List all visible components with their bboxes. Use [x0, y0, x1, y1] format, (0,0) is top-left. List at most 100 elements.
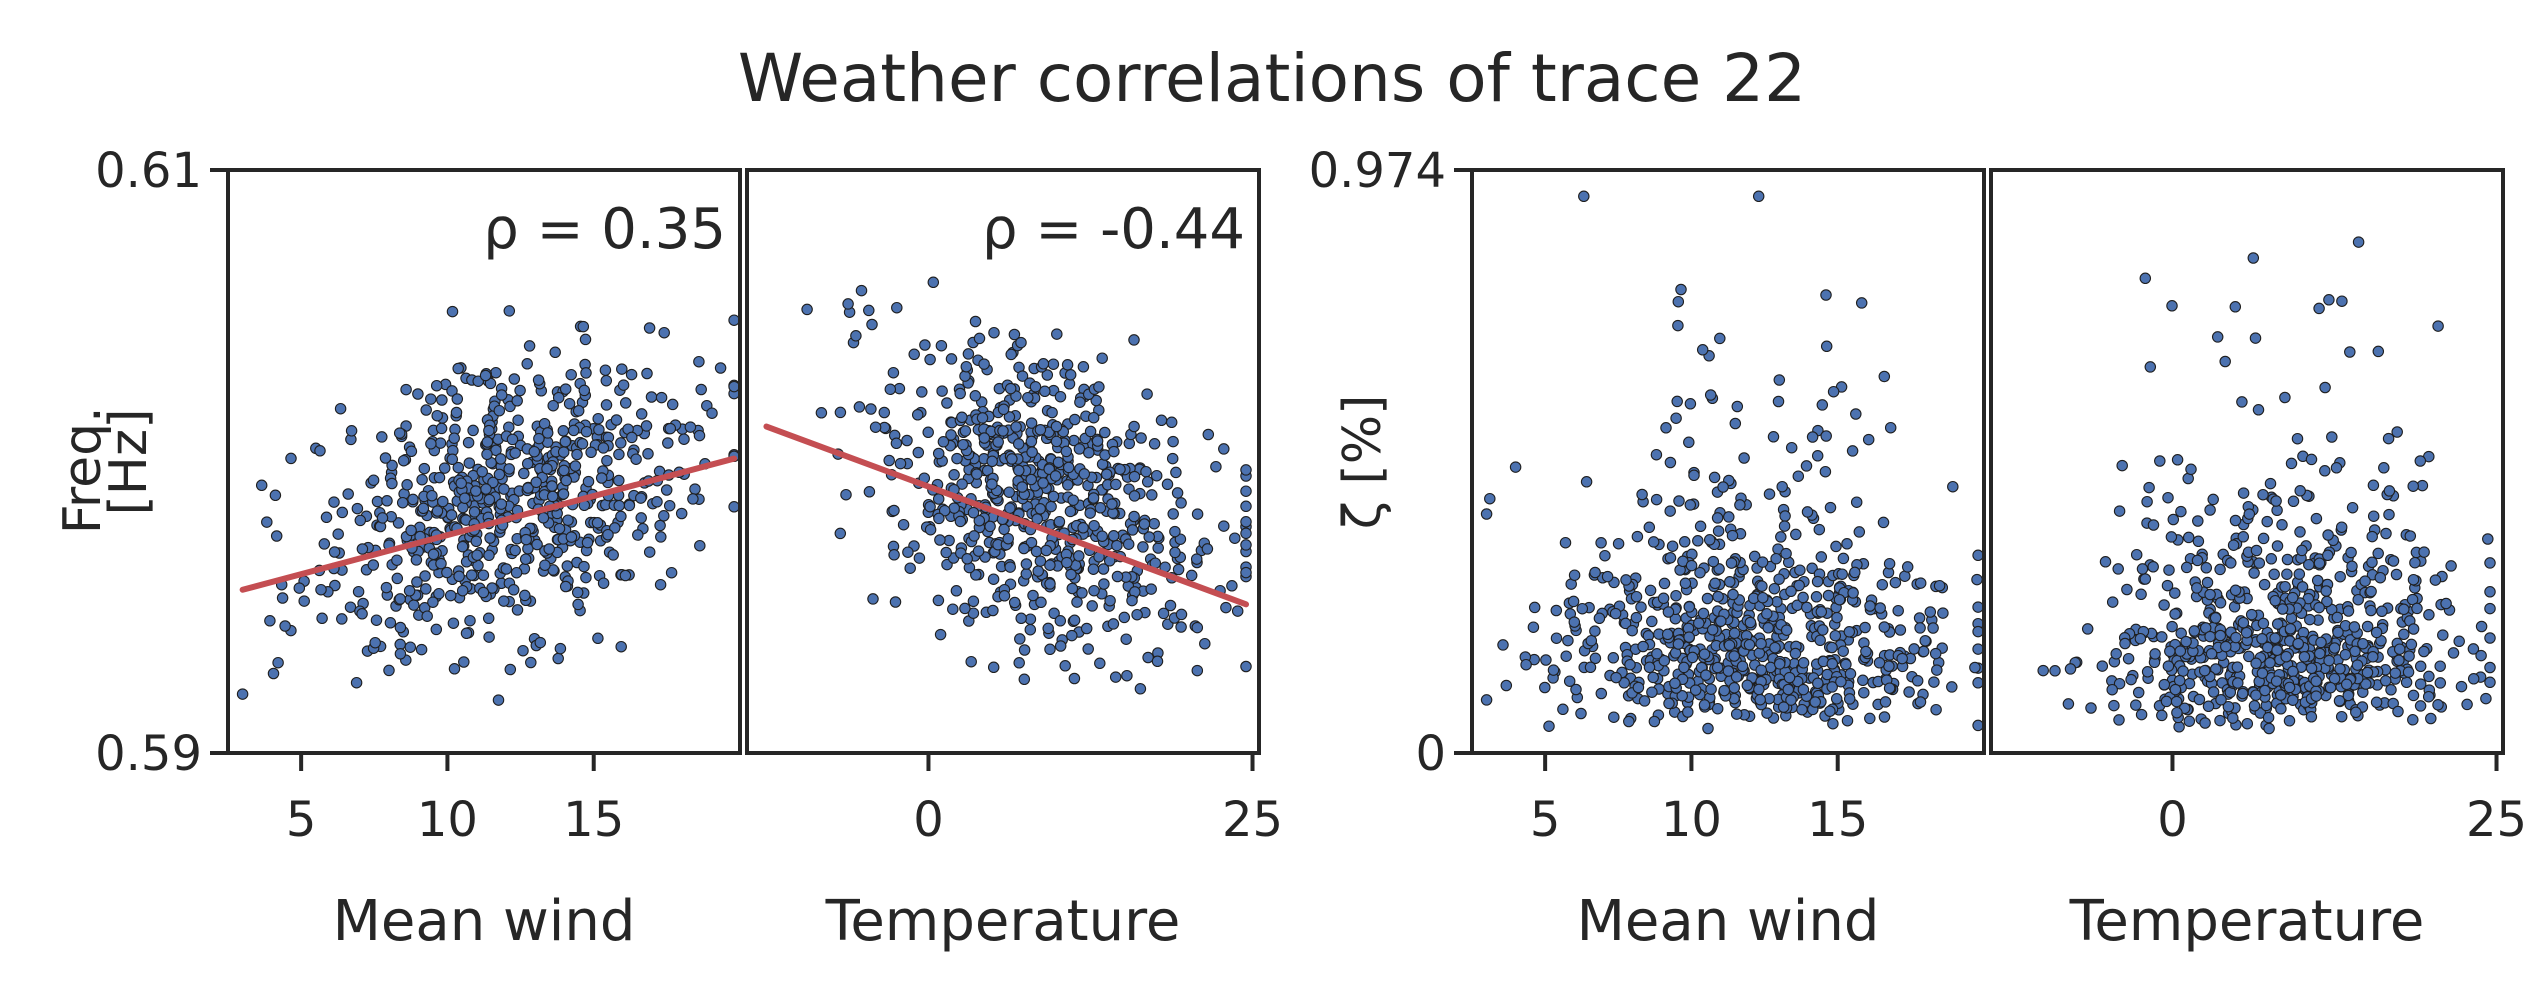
scatter-point: [2269, 632, 2281, 644]
scatter-point: [236, 688, 249, 700]
scatter-point: [1657, 592, 1670, 605]
scatter-point: [549, 346, 561, 359]
scatter-point: [1715, 615, 1727, 627]
scatter-point: [2219, 355, 2231, 368]
scatter-point: [2379, 675, 2392, 687]
scatter-point: [1820, 340, 1833, 353]
scatter-point: [1068, 614, 1081, 627]
scatter-point: [2393, 643, 2406, 655]
scatter-point: [988, 326, 1000, 339]
scatter-point: [632, 529, 644, 541]
scatter-point: [1972, 549, 1984, 562]
scatter-point: [956, 411, 968, 424]
scatter-point: [965, 655, 977, 668]
scatter-point: [2484, 557, 2496, 569]
scatter-point: [314, 445, 326, 457]
scatter-point: [2085, 702, 2097, 714]
scatter-point: [1484, 492, 1496, 505]
scatter-point: [1683, 631, 1695, 643]
scatter-point: [2248, 700, 2261, 712]
scatter-point: [938, 504, 951, 517]
scatter-point: [483, 631, 495, 643]
scatter-point: [1013, 464, 1025, 477]
scatter-point: [1811, 575, 1824, 588]
scatter-point: [642, 448, 654, 460]
scatter-point: [2136, 563, 2149, 575]
scatter-point: [2134, 632, 2147, 645]
scatter-point: [2326, 431, 2338, 443]
scatter-point: [467, 424, 479, 437]
scatter-point: [2204, 504, 2216, 516]
scatter-point: [2387, 555, 2400, 567]
scatter-point: [1170, 466, 1182, 479]
scatter-point: [1698, 648, 1711, 660]
scatter-point: [446, 453, 459, 466]
scatter-point: [1726, 529, 1739, 542]
scatter-point: [419, 570, 431, 582]
scatter-point: [1792, 470, 1805, 482]
scatter-point: [597, 577, 610, 589]
scatter-point: [986, 478, 998, 490]
scatter-point: [613, 474, 625, 487]
scatter-point: [1073, 443, 1086, 455]
scatter-point: [532, 374, 545, 386]
scatter-point: [470, 535, 483, 548]
scatter-point: [2081, 623, 2094, 635]
scatter-point: [924, 523, 937, 536]
scatter-point: [503, 305, 516, 317]
scatter-point: [425, 438, 437, 450]
scatter-point: [394, 648, 407, 660]
scatter-point: [684, 421, 697, 433]
scatter-point: [2437, 629, 2449, 641]
scatter-point: [2113, 677, 2126, 690]
scatter-point: [2480, 692, 2492, 705]
scatter-point: [2271, 644, 2283, 656]
y-axis-label: Freq. [Hz]: [53, 390, 159, 534]
scatter-point: [2177, 665, 2189, 677]
scatter-point: [1826, 641, 1838, 654]
scatter-point: [1108, 445, 1120, 458]
scatter-point: [1191, 664, 1204, 677]
axes-frame: [745, 168, 1261, 755]
scatter-point: [380, 581, 393, 594]
scatter-point: [386, 459, 398, 472]
scatter-point: [1220, 601, 1232, 614]
y-tick-label: 0: [1415, 726, 1446, 782]
scatter-point: [1843, 626, 1856, 638]
scatter-point: [613, 499, 625, 512]
scatter-point: [1161, 478, 1174, 491]
scatter-point: [2313, 302, 2325, 315]
scatter-point: [1684, 398, 1697, 410]
scatter-point: [1638, 695, 1651, 707]
scatter-point: [1053, 515, 1066, 528]
scatter-point: [420, 404, 432, 416]
scatter-point: [2352, 236, 2365, 248]
scatter-point: [470, 485, 482, 497]
scatter-point: [2256, 667, 2269, 679]
scatter-point: [434, 437, 447, 449]
scatter-point: [483, 424, 495, 437]
scatter-point: [1175, 608, 1188, 621]
scatter-point: [457, 501, 469, 514]
scatter-point: [420, 583, 432, 595]
scatter-point: [521, 358, 533, 370]
x-axis-label: Temperature: [825, 889, 1181, 954]
scatter-point: [665, 566, 678, 579]
scatter-point: [728, 501, 740, 513]
scatter-point: [1557, 703, 1569, 716]
scatter-point: [1069, 413, 1081, 426]
scatter-point: [693, 355, 705, 368]
scatter-point: [261, 516, 273, 528]
scatter-point: [579, 333, 592, 346]
scatter-point: [2414, 700, 2427, 712]
scatter-point: [1151, 655, 1164, 668]
scatter-point: [431, 409, 443, 422]
scatter-point: [276, 592, 289, 604]
scatter-point: [2106, 683, 2118, 696]
scatter-point: [2261, 515, 2273, 528]
scatter-point: [1135, 432, 1147, 444]
scatter-point: [1623, 715, 1635, 728]
scatter-point: [935, 339, 948, 352]
scatter-point: [2198, 664, 2211, 677]
scatter-point: [2209, 612, 2222, 624]
